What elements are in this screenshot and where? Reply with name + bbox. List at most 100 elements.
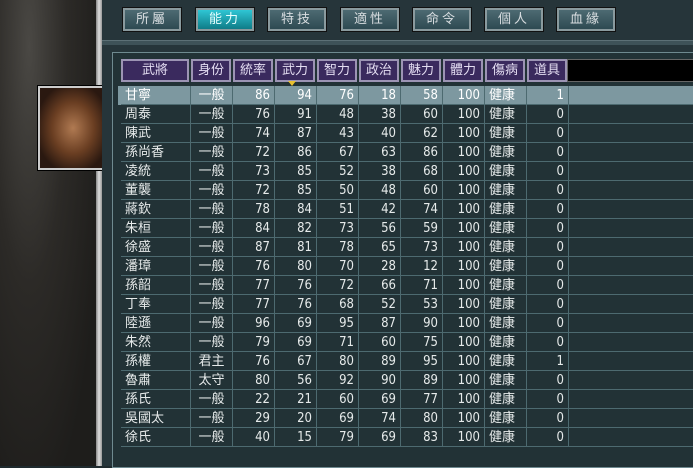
table-row[interactable]: 周泰 一般 76 91 48 38 60 100 健康 0 xyxy=(118,105,693,124)
cell-統率: 72 xyxy=(233,143,275,162)
cell-武將: 陸遜 xyxy=(121,314,191,333)
tab-2[interactable]: 特技 xyxy=(268,8,326,31)
cell-身份: 君主 xyxy=(191,352,233,371)
cell-魅力: 62 xyxy=(401,124,443,143)
table-row[interactable]: 吳國太 一般 29 20 69 74 80 100 健康 0 xyxy=(118,409,693,428)
column-header-2[interactable]: 統率 xyxy=(233,59,273,82)
table-row[interactable]: 孫尚香 一般 72 86 67 63 86 100 健康 0 xyxy=(118,143,693,162)
cell-魅力: 12 xyxy=(401,257,443,276)
tab-6[interactable]: 血緣 xyxy=(557,8,615,31)
cell-魅力: 75 xyxy=(401,333,443,352)
cell-政治: 66 xyxy=(359,276,401,295)
cell-魅力: 53 xyxy=(401,295,443,314)
table-row[interactable]: 朱然 一般 79 69 71 60 75 100 健康 0 xyxy=(118,333,693,352)
cell-身份: 一般 xyxy=(191,86,233,105)
table-row[interactable]: 蔣欽 一般 78 84 51 42 74 100 健康 0 xyxy=(118,200,693,219)
cell-政治: 74 xyxy=(359,409,401,428)
cell-統率: 96 xyxy=(233,314,275,333)
cell-政治: 90 xyxy=(359,371,401,390)
cell-blank xyxy=(569,314,693,333)
cell-blank xyxy=(569,352,693,371)
cell-武將: 周泰 xyxy=(121,105,191,124)
cell-政治: 38 xyxy=(359,162,401,181)
cell-政治: 69 xyxy=(359,428,401,447)
cell-政治: 60 xyxy=(359,333,401,352)
cell-政治: 89 xyxy=(359,352,401,371)
cell-體力: 100 xyxy=(443,257,485,276)
cell-統率: 76 xyxy=(233,105,275,124)
cell-體力: 100 xyxy=(443,371,485,390)
tab-5[interactable]: 個人 xyxy=(485,8,543,31)
cell-魅力: 80 xyxy=(401,409,443,428)
table-row[interactable]: 朱桓 一般 84 82 73 56 59 100 健康 0 xyxy=(118,219,693,238)
cell-傷病: 健康 xyxy=(485,257,527,276)
cell-道具: 1 xyxy=(527,86,569,105)
column-header-6[interactable]: 魅力 xyxy=(401,59,441,82)
tab-0[interactable]: 所屬 xyxy=(123,8,181,31)
cell-魅力: 74 xyxy=(401,200,443,219)
cell-武力: 15 xyxy=(275,428,317,447)
tab-3[interactable]: 適性 xyxy=(341,8,399,31)
table-row[interactable]: 甘寧 一般 86 94 76 18 58 100 健康 1 xyxy=(118,86,693,105)
table-row[interactable]: 徐盛 一般 87 81 78 65 73 100 健康 0 xyxy=(118,238,693,257)
table-row[interactable]: 陸遜 一般 96 69 95 87 90 100 健康 0 xyxy=(118,314,693,333)
cell-blank xyxy=(569,390,693,409)
table-row[interactable]: 凌統 一般 73 85 52 38 68 100 健康 0 xyxy=(118,162,693,181)
cell-身份: 太守 xyxy=(191,371,233,390)
cell-身份: 一般 xyxy=(191,162,233,181)
table-row[interactable]: 丁奉 一般 77 76 68 52 53 100 健康 0 xyxy=(118,295,693,314)
cell-魅力: 86 xyxy=(401,143,443,162)
cell-體力: 100 xyxy=(443,352,485,371)
cell-傷病: 健康 xyxy=(485,162,527,181)
cell-武將: 徐盛 xyxy=(121,238,191,257)
background-scenery xyxy=(0,0,97,466)
cell-智力: 43 xyxy=(317,124,359,143)
column-header-8[interactable]: 傷病 xyxy=(485,59,525,82)
cell-武力: 56 xyxy=(275,371,317,390)
tab-1[interactable]: 能力 xyxy=(196,8,254,31)
header-blank xyxy=(567,59,693,82)
cell-傷病: 健康 xyxy=(485,143,527,162)
table-row[interactable]: 孫韶 一般 77 76 72 66 71 100 健康 0 xyxy=(118,276,693,295)
cell-道具: 0 xyxy=(527,124,569,143)
cell-傷病: 健康 xyxy=(485,371,527,390)
cell-體力: 100 xyxy=(443,219,485,238)
table-row[interactable]: 孫權 君主 76 67 80 89 95 100 健康 1 xyxy=(118,352,693,371)
table-row[interactable]: 魯肅 太守 80 56 92 90 89 100 健康 0 xyxy=(118,371,693,390)
cell-智力: 67 xyxy=(317,143,359,162)
cell-身份: 一般 xyxy=(191,105,233,124)
cell-blank xyxy=(569,295,693,314)
cell-道具: 0 xyxy=(527,200,569,219)
column-header-5[interactable]: 政治 xyxy=(359,59,399,82)
column-header-3[interactable]: 武力 xyxy=(275,59,315,82)
cell-武將: 朱桓 xyxy=(121,219,191,238)
column-header-0[interactable]: 武將 xyxy=(121,59,189,82)
cell-blank xyxy=(569,238,693,257)
cell-道具: 0 xyxy=(527,276,569,295)
cell-體力: 100 xyxy=(443,295,485,314)
cell-武力: 84 xyxy=(275,200,317,219)
cell-武力: 91 xyxy=(275,105,317,124)
cell-武力: 69 xyxy=(275,333,317,352)
table-row[interactable]: 徐氏 一般 40 15 79 69 83 100 健康 0 xyxy=(118,428,693,447)
sort-arrow-icon xyxy=(288,81,296,86)
cell-道具: 0 xyxy=(527,409,569,428)
table-row[interactable]: 董襲 一般 72 85 50 48 60 100 健康 0 xyxy=(118,181,693,200)
cell-統率: 87 xyxy=(233,238,275,257)
column-header-4[interactable]: 智力 xyxy=(317,59,357,82)
table-row[interactable]: 陳武 一般 74 87 43 40 62 100 健康 0 xyxy=(118,124,693,143)
table-row[interactable]: 潘璋 一般 76 80 70 28 12 100 健康 0 xyxy=(118,257,693,276)
cell-武將: 孫氏 xyxy=(121,390,191,409)
cell-傷病: 健康 xyxy=(485,428,527,447)
column-header-1[interactable]: 身份 xyxy=(191,59,231,82)
cell-政治: 18 xyxy=(359,86,401,105)
cell-政治: 38 xyxy=(359,105,401,124)
cell-武力: 81 xyxy=(275,238,317,257)
tab-4[interactable]: 命令 xyxy=(413,8,471,31)
column-header-7[interactable]: 體力 xyxy=(443,59,483,82)
cell-政治: 28 xyxy=(359,257,401,276)
cell-身份: 一般 xyxy=(191,428,233,447)
cell-武將: 朱然 xyxy=(121,333,191,352)
column-header-9[interactable]: 道具 xyxy=(527,59,567,82)
table-row[interactable]: 孫氏 一般 22 21 60 69 77 100 健康 0 xyxy=(118,390,693,409)
